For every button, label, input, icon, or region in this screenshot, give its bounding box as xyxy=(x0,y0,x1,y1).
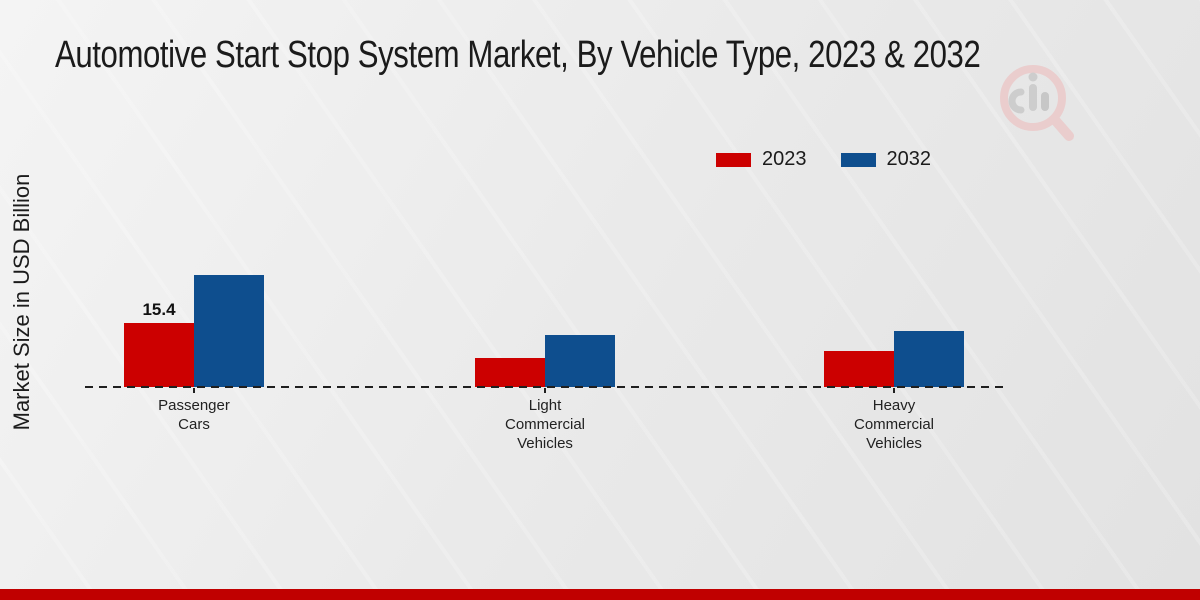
legend-swatch-2023-icon xyxy=(716,152,751,167)
bar-light-commercial-vehicles-2032 xyxy=(545,335,615,387)
x-axis-label-heavy-commercial-vehicles: Heavy Commercial Vehicles xyxy=(853,397,934,452)
bar-value-label-passenger-cars-2023: 15.4 xyxy=(142,300,176,319)
chart-title: Automotive Start Stop System Market, By … xyxy=(55,34,981,76)
y-axis-label: Market Size in USD Billion xyxy=(9,173,34,431)
x-axis-tick xyxy=(893,388,895,393)
legend-swatch-2032-icon xyxy=(840,152,876,167)
legend: 2023 2032 xyxy=(716,148,931,171)
x-axis-tick xyxy=(544,388,546,393)
bar-passenger-cars-2032 xyxy=(194,275,264,387)
x-axis-tick xyxy=(193,388,195,393)
x-axis-label-passenger-cars: Passenger Cars xyxy=(158,397,230,433)
bar-heavy-commercial-vehicles-2032 xyxy=(894,331,964,387)
x-axis-baseline xyxy=(85,386,1007,388)
legend-item-2023: 2023 xyxy=(716,148,807,171)
bar-passenger-cars-2023 xyxy=(124,323,194,387)
legend-label-2032: 2032 xyxy=(886,148,932,170)
legend-label-2023: 2023 xyxy=(762,148,807,170)
bar-heavy-commercial-vehicles-2023 xyxy=(824,351,894,387)
x-axis-label-light-commercial-vehicles: Light Commercial Vehicles xyxy=(504,397,585,452)
footer-red-band xyxy=(0,589,1200,600)
magnifier-bar-chart-logo-watermark xyxy=(1000,65,1074,141)
bar-light-commercial-vehicles-2023 xyxy=(475,358,545,387)
legend-item-2032: 2032 xyxy=(840,148,932,171)
